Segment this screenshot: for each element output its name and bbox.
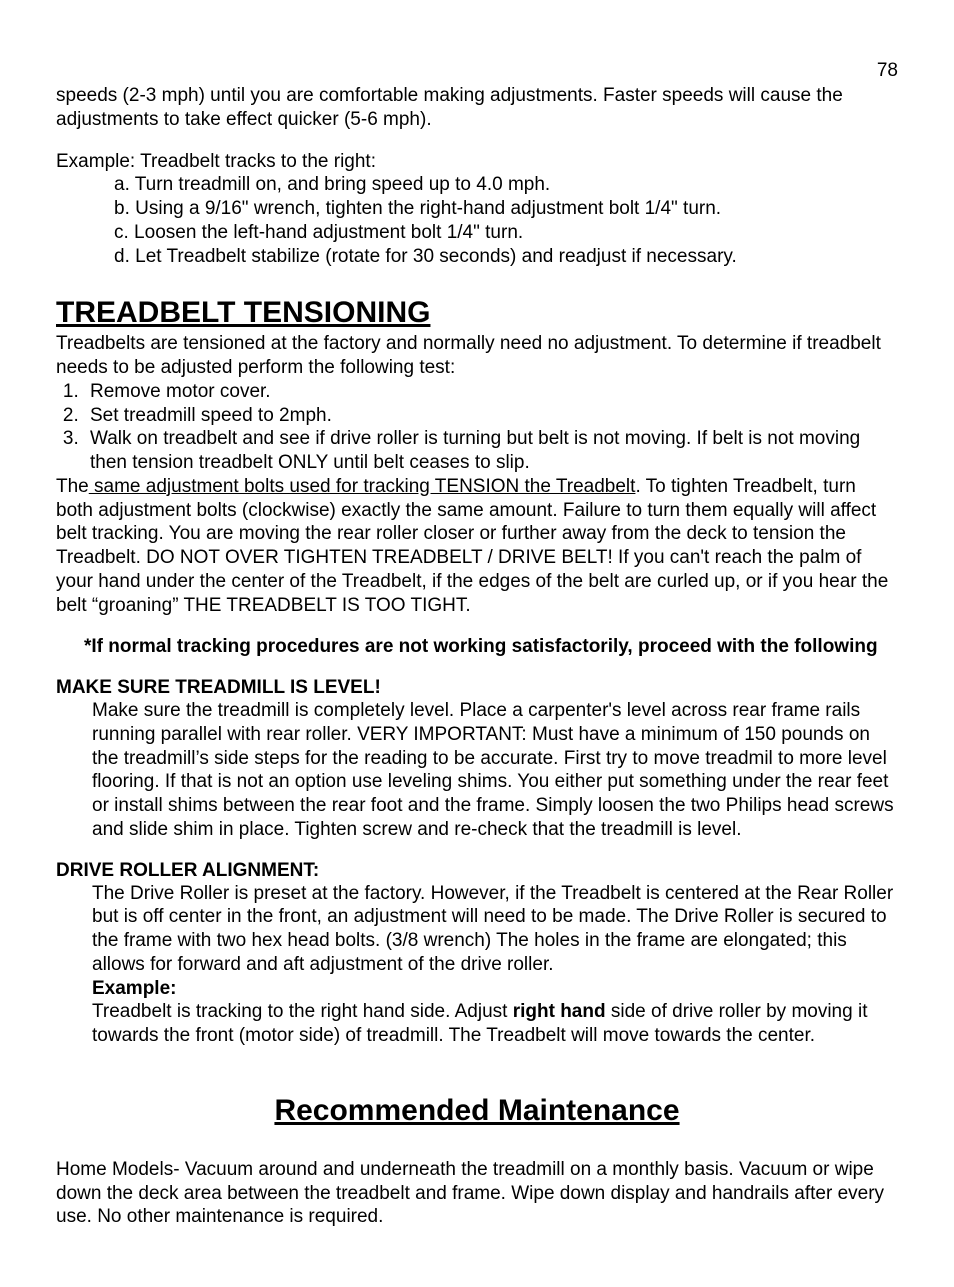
example-step-a: a. Turn treadmill on, and bring speed up… [114,173,898,197]
drive-roller-example-bold: right hand [513,1001,606,1022]
example-lead: Example: Treadbelt tracks to the right: [56,150,898,174]
drive-roller-body: The Drive Roller is preset at the factor… [92,882,898,977]
maintenance-body: Home Models- Vacuum around and underneat… [56,1158,898,1229]
tensioning-intro: Treadbelts are tensioned at the factory … [56,332,898,380]
intro-paragraph: speeds (2-3 mph) until you are comfortab… [56,84,898,132]
tensioning-body: The same adjustment bolts used for track… [56,475,898,618]
drive-roller-heading: DRIVE ROLLER ALIGNMENT: [56,860,898,882]
maintenance-dash: - [173,1159,185,1180]
tensioning-step-1: Remove motor cover. [84,380,898,404]
example-step-d: d. Let Treadbelt stabilize (rotate for 3… [114,245,898,269]
page-number: 78 [877,60,898,82]
example-steps: a. Turn treadmill on, and bring speed up… [114,173,898,268]
tensioning-body-pre: The [56,476,89,497]
document-page: 78 speeds (2-3 mph) until you are comfor… [0,0,954,1287]
level-heading: MAKE SURE TREADMILL IS LEVEL! [56,677,898,699]
tensioning-step-2: Set treadmill speed to 2mph. [84,404,898,428]
maintenance-lead: Home Models [56,1159,173,1180]
drive-roller-example-pre: Treadbelt is tracking to the right hand … [92,1001,513,1022]
drive-roller-example: Treadbelt is tracking to the right hand … [92,1000,898,1048]
example-step-b: b. Using a 9/16" wrench, tighten the rig… [114,197,898,221]
level-body: Make sure the treadmill is completely le… [92,699,898,842]
tensioning-step-3: Walk on treadbelt and see if drive rolle… [84,427,898,475]
tensioning-heading: TREADBELT TENSIONING [56,296,898,330]
tracking-note: *If normal tracking procedures are not w… [84,635,898,659]
tensioning-steps-list: Remove motor cover. Set treadmill speed … [56,380,898,475]
maintenance-heading: Recommended Maintenance [56,1094,898,1128]
tensioning-body-underline: same adjustment bolts used for tracking … [89,476,636,497]
drive-roller-example-label: Example: [92,977,898,1001]
example-step-c: c. Loosen the left-hand adjustment bolt … [114,221,898,245]
